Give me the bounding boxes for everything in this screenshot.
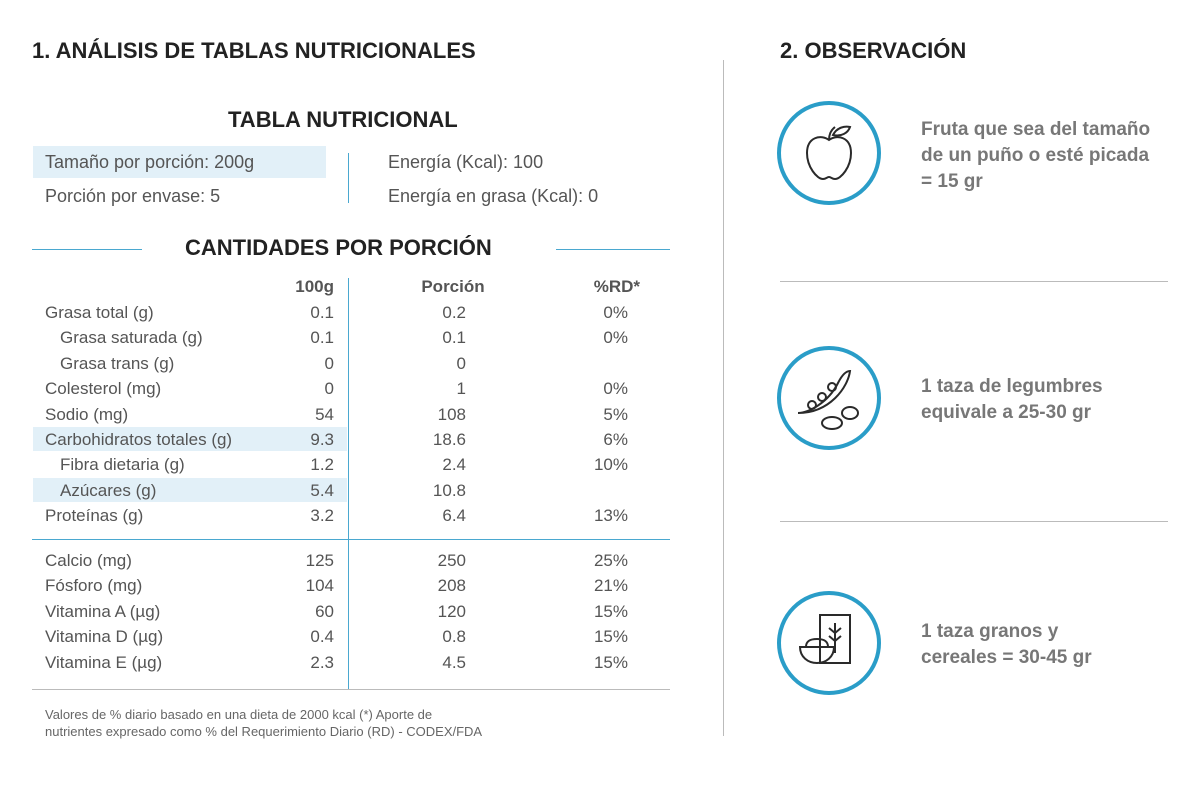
section-title: 1. ANÁLISIS DE TABLAS NUTRICIONALES [32, 38, 476, 63]
summary: Energía en grasa (Kcal): 0 [388, 186, 599, 206]
cell: 3.2 [310, 506, 334, 526]
cell: 9.3 [310, 430, 334, 449]
divider [348, 153, 349, 203]
footnote-line: Valores de % diario basado en una dieta … [45, 707, 433, 722]
cell: 0.8 [442, 627, 466, 647]
cell: 15% [593, 627, 628, 647]
cell: 15% [593, 652, 628, 672]
legume-icon [777, 346, 881, 450]
row-label: Fibra dietaria (g) [60, 455, 185, 475]
row-label: Grasa trans (g) [60, 353, 175, 373]
cell: 21% [593, 576, 628, 596]
cell: 1.2 [310, 455, 334, 475]
cell: 5.4 [310, 480, 334, 500]
cell: 13% [593, 506, 628, 526]
icons [777, 101, 881, 695]
text-line: Fruta que sea del tamaño [921, 119, 1151, 140]
cell: 10% [593, 455, 628, 475]
rule [32, 689, 670, 690]
cell: 104 [305, 576, 334, 596]
summary: Porción por envase: 5 [45, 186, 221, 206]
cell: 208 [437, 576, 466, 596]
row-label: Vitamina D (µg) [45, 627, 164, 647]
row-label: Vitamina A (µg) [45, 601, 161, 621]
cell: 2.3 [310, 652, 334, 672]
cell: 0 [324, 379, 334, 399]
cell: 4.5 [442, 652, 466, 672]
observation: 1 taza de legumbres equivale a 25-30 gr [921, 374, 1103, 426]
row-label: Grasa saturada (g) [60, 328, 203, 348]
cell: 18.6 [432, 430, 466, 449]
row-label: Vitamina E (µg) [45, 652, 163, 672]
footnote: Valores de % diario basado en una dieta … [45, 706, 482, 740]
rule [556, 249, 670, 250]
row-label: Grasa total (g) [45, 303, 154, 322]
row-label: Calcio (mg) [45, 551, 132, 570]
text-line: de un puño o esté picada [921, 145, 1150, 166]
cell: 0.1 [310, 303, 334, 322]
apple-icon [777, 101, 881, 205]
cell: 6% [603, 430, 628, 449]
cell: 25% [593, 551, 628, 570]
cell: 0% [603, 328, 628, 348]
table-title: TABLA NUTRICIONAL [228, 107, 458, 132]
summary: Energía (Kcal): 100 [388, 152, 544, 172]
column-header: %RD* [593, 277, 640, 296]
cell: 1 [456, 379, 466, 399]
text-line: equivale a 25-30 gr [921, 402, 1092, 423]
cell: 250 [437, 551, 466, 570]
text-line: cereales = 30-45 gr [921, 647, 1092, 668]
cell: 0.2 [442, 303, 466, 322]
cell: 10.8 [432, 480, 466, 500]
highlight [33, 146, 326, 178]
text-line: 1 taza granos y [921, 621, 1059, 642]
highlight [33, 477, 347, 502]
cell: 108 [437, 404, 466, 424]
cell: 125 [305, 551, 334, 570]
divider [723, 60, 724, 736]
row-label: Proteínas (g) [45, 506, 144, 526]
footnote-line: nutrientes expresado como % del Requerim… [45, 724, 483, 739]
rule [780, 521, 1168, 522]
rule [32, 539, 670, 540]
rule [780, 281, 1168, 282]
column-divider [348, 278, 349, 690]
cell: 120 [437, 601, 466, 621]
column-header: Porción [421, 277, 485, 296]
cell: 5% [603, 404, 628, 424]
cell: 2.4 [442, 455, 466, 475]
cell: 0.1 [310, 328, 334, 348]
row-label: Fósforo (mg) [45, 576, 143, 596]
summary: Tamaño por porción: 200g [45, 152, 255, 172]
text-line: 1 taza de legumbres [921, 376, 1103, 397]
section-heading: CANTIDADES POR PORCIÓN [185, 235, 492, 260]
row-label: Azúcares (g) [60, 480, 157, 500]
cell: 15% [593, 601, 628, 621]
column-header: 100g [295, 277, 334, 296]
cell: 0.4 [310, 627, 334, 647]
cell: 0% [603, 303, 628, 322]
observation: 1 taza granos y cereales = 30-45 gr [921, 619, 1092, 671]
cell: 54 [315, 404, 334, 424]
cereal-icon [777, 591, 881, 695]
text-line: = 15 gr [921, 171, 983, 192]
highlight [33, 427, 347, 451]
row-label: Carbohidratos totales (g) [45, 430, 233, 449]
cell: 0 [324, 353, 334, 373]
observation: Fruta que sea del tamaño de un puño o est… [921, 117, 1150, 195]
cell: 0% [603, 379, 628, 399]
section-title: 2. OBSERVACIÓN [780, 38, 967, 63]
row-label: Sodio (mg) [45, 404, 129, 424]
rule [32, 249, 142, 250]
cell: 0.1 [442, 328, 466, 348]
cell: 60 [315, 601, 334, 621]
cell: 0 [456, 353, 466, 373]
row-label: Colesterol (mg) [45, 379, 162, 399]
cell: 6.4 [442, 506, 466, 526]
